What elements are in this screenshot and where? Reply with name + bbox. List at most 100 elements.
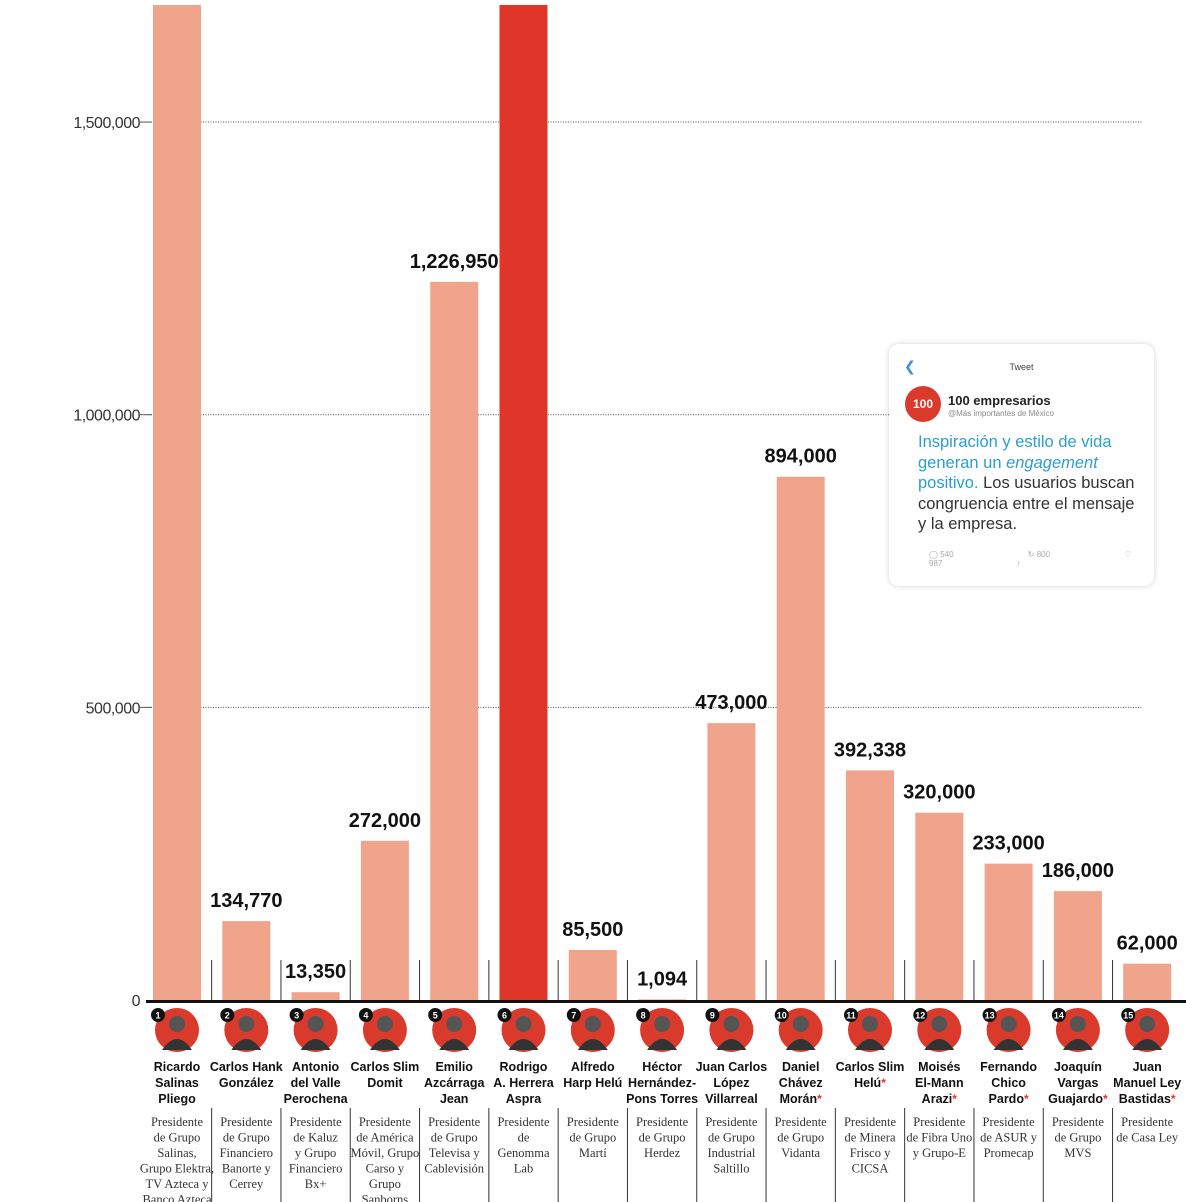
person-name: Morán*: [780, 1092, 823, 1106]
person-role: Presidente: [1052, 1115, 1105, 1129]
person-name: Pliego: [158, 1092, 196, 1106]
person-name: Alfredo: [571, 1060, 615, 1074]
gridlines: [140, 121, 1143, 708]
bar: [707, 723, 756, 1000]
rank-number: 6: [502, 1011, 507, 1021]
portrait-head: [584, 1016, 601, 1032]
person-role: Presidente: [567, 1115, 620, 1129]
person-name: Villarreal: [705, 1092, 758, 1106]
person-role: de Fibra Uno: [906, 1131, 972, 1145]
portraits: 1 2 3 4 5 6 7 8 9 10 11 12 13 14 15: [151, 1008, 1170, 1052]
person-role: y Grupo: [295, 1146, 336, 1160]
retweet-count: 800: [1036, 550, 1051, 559]
portrait-body: [647, 1039, 678, 1050]
like-icon[interactable]: ♡ 987: [929, 550, 1132, 568]
portrait-head: [723, 1016, 740, 1032]
portrait-body: [1062, 1039, 1093, 1050]
y-tick-label: 1,000,000: [73, 408, 140, 425]
person-role: Presidente: [705, 1115, 758, 1129]
rank-number: 10: [777, 1011, 787, 1021]
person-name: Hernández-: [628, 1076, 696, 1090]
person-role: Presidente: [844, 1115, 897, 1129]
portrait-head: [1069, 1016, 1086, 1032]
person-name: Daniel: [782, 1060, 820, 1074]
person-name: Manuel Ley: [1113, 1076, 1181, 1090]
data-label: 894,000: [765, 446, 837, 468]
person-role: Presidente: [151, 1115, 204, 1129]
person-role: Financiero: [289, 1162, 342, 1176]
rank-number: 3: [294, 1011, 299, 1021]
portrait-head: [446, 1016, 463, 1032]
data-label: 13,350: [285, 961, 346, 983]
portrait-head: [931, 1016, 948, 1032]
bars: [153, 5, 1172, 1202]
person-name: Carlos Hank: [210, 1060, 283, 1074]
portrait-body: [855, 1039, 885, 1050]
person-name: El-Mann: [915, 1076, 964, 1090]
star-marker: *: [1171, 1092, 1176, 1106]
person-name: Chávez: [779, 1076, 823, 1090]
portrait-body: [716, 1039, 747, 1050]
person-role: de Minera: [844, 1131, 895, 1145]
person-role: Presidente: [636, 1115, 689, 1129]
rank-number: 7: [571, 1011, 576, 1021]
data-label: 320,000: [903, 782, 975, 804]
person-name: Carlos Slim: [836, 1060, 905, 1074]
portrait-head: [307, 1016, 324, 1032]
bar: [984, 863, 1033, 1000]
bar: [915, 812, 964, 1000]
person-role: Banorte y: [222, 1162, 272, 1176]
portrait-head: [654, 1016, 671, 1032]
tweet-text-emphasis: engagement: [1006, 453, 1098, 472]
share-icon[interactable]: ↑: [1016, 559, 1021, 568]
portrait-head: [515, 1016, 532, 1032]
rank-badge: [844, 1008, 858, 1022]
rank-number: 9: [710, 1011, 715, 1021]
tweet-text-rest: Los usuarios buscan congruencia entre el…: [918, 474, 1135, 533]
bar: [1053, 891, 1102, 1000]
retweet-icon[interactable]: ↻ 800: [1027, 550, 1051, 559]
person-role: Carso y: [366, 1162, 405, 1176]
person-role: de Grupo: [1054, 1131, 1101, 1145]
person-name: Salinas: [155, 1076, 199, 1090]
portrait-head: [1139, 1016, 1156, 1032]
person-role: TV Azteca y: [146, 1177, 210, 1191]
rank-badge: [705, 1008, 720, 1022]
portrait-body: [439, 1039, 470, 1050]
reply-icon[interactable]: ◯ 540: [929, 550, 954, 559]
person-name: Guajardo*: [1048, 1092, 1108, 1106]
person-role: Lab: [514, 1162, 533, 1176]
person-role: Banco Azteca: [142, 1193, 212, 1202]
data-label: 272,000: [349, 810, 421, 832]
rank-badge: [1121, 1008, 1136, 1022]
rank-number: 13: [985, 1011, 995, 1021]
portrait-head: [169, 1016, 185, 1032]
star-marker: *: [952, 1092, 957, 1106]
person-role: de Grupo: [777, 1131, 824, 1145]
person-name: Jean: [440, 1092, 469, 1106]
person-name: Aspra: [506, 1092, 542, 1106]
rank-number: 2: [225, 1011, 230, 1021]
rank-number: 15: [1123, 1011, 1133, 1021]
data-label: 186,000: [1042, 860, 1114, 882]
data-label: 233,000: [972, 833, 1044, 855]
rank-badge: [774, 1008, 789, 1022]
data-label: 473,000: [695, 692, 767, 714]
person-role: de Grupo: [154, 1131, 201, 1145]
person-role: Frisco y: [850, 1146, 891, 1160]
star-marker: *: [1103, 1092, 1108, 1106]
person-role: Martí: [579, 1146, 607, 1160]
tweet-text: Inspiración y estilo de vida generan un …: [918, 432, 1143, 535]
tweet-card: ❮ Tweet 100 100 empresarios @Más importa…: [889, 344, 1154, 586]
reply-count: 540: [940, 550, 954, 559]
data-label: 1,094: [637, 968, 688, 990]
chevron-left-icon[interactable]: ❮: [904, 358, 916, 374]
bar: [568, 949, 617, 1000]
person-name: Pons Torres: [626, 1092, 698, 1106]
star-marker: *: [817, 1092, 822, 1106]
person-role: Salinas,: [157, 1146, 196, 1160]
rank-number: 5: [433, 1011, 438, 1021]
person-name: López: [713, 1076, 749, 1090]
person-role: Móvil, Grupo: [351, 1146, 420, 1160]
